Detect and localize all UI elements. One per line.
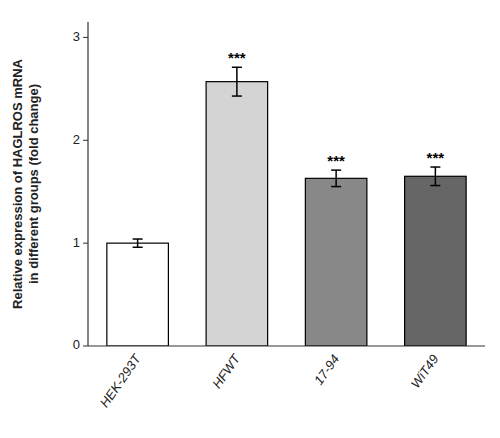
chart: 0 1 2 3 HEK-293T HFWT 17-94 WiT49 *** *** *** Relat… <box>0 0 500 438</box>
error-bar <box>232 67 242 96</box>
x-tick-label: HFWT <box>209 351 243 391</box>
plot-area <box>107 67 466 346</box>
y-tick-label: 1 <box>73 235 80 250</box>
error-bar <box>430 167 440 186</box>
y-tick <box>83 37 88 38</box>
x-tick-label: HEK-293T <box>97 351 145 410</box>
bar <box>206 82 268 346</box>
y-tick-label: 3 <box>73 29 80 44</box>
y-tick <box>83 243 88 244</box>
significance-label: *** <box>228 49 246 66</box>
y-tick-label: 2 <box>73 132 80 147</box>
chart-container: 0 1 2 3 HEK-293T HFWT 17-94 WiT49 *** *** *** Relat… <box>0 0 500 438</box>
x-tick-label: WiT49 <box>408 352 442 391</box>
x-tick-label: 17-94 <box>311 352 342 388</box>
y-tick <box>83 346 88 347</box>
bar <box>405 176 467 346</box>
y-tick <box>83 140 88 141</box>
significance-label: *** <box>327 152 345 169</box>
y-axis-label: Relative expression of HAGLROS mRNAin di… <box>10 58 41 309</box>
bar <box>305 178 367 346</box>
bar <box>107 243 169 346</box>
significance-label: *** <box>427 149 445 166</box>
x-axis-line <box>88 345 485 346</box>
y-axis-line <box>87 22 88 346</box>
error-bar <box>331 170 341 186</box>
y-tick-label: 0 <box>73 337 80 352</box>
error-bar <box>133 239 143 247</box>
